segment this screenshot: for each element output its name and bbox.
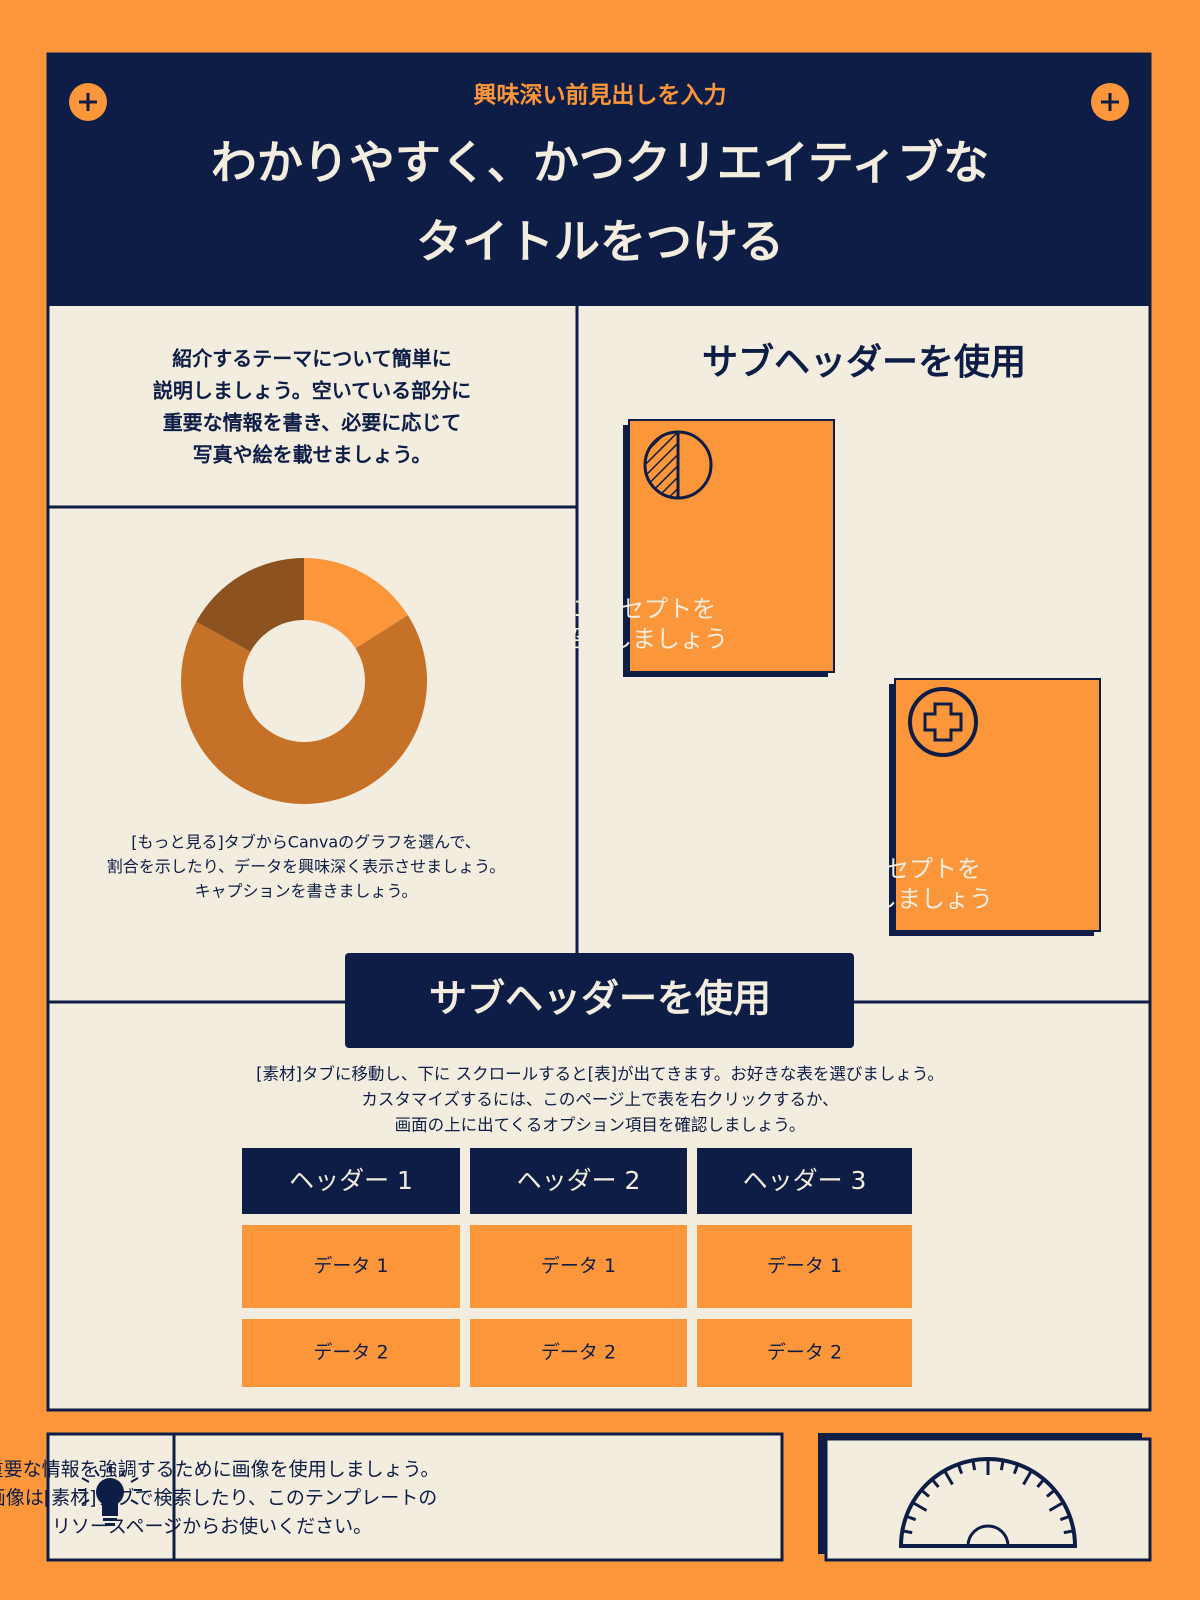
table-cell: [242, 1225, 460, 1308]
protractor-tick: [902, 1529, 913, 1535]
protractor-tick: [1048, 1501, 1065, 1512]
protractor-tick: [1012, 1463, 1020, 1475]
protractor-tick: [943, 1469, 954, 1486]
section-heading-box: [345, 953, 854, 1048]
donut-segment: [304, 558, 408, 649]
footer-text: 画像は[素材]タブで検索したり、このテンプレートの: [0, 1486, 437, 1509]
protractor-tick: [1063, 1529, 1074, 1535]
intro-text: 写真や絵を載せましょう。: [193, 443, 432, 467]
footer-text: 重要な情報を強調するために画像を使用しましょう。: [0, 1459, 439, 1481]
plus-circle-icon: [908, 687, 978, 757]
table-cell-text: データ 1: [541, 1255, 616, 1277]
table-header-cell: [697, 1148, 912, 1214]
table-header: ヘッダー 1: [289, 1166, 413, 1195]
table-cell: [470, 1225, 687, 1308]
table-cell: [242, 1319, 460, 1387]
chart-caption: キャプションを書きましょう。: [194, 882, 417, 901]
hatched-circle-icon: [643, 430, 713, 500]
card-text: 紹介しましょう: [560, 625, 728, 653]
protractor-tick: [971, 1460, 977, 1471]
protractor-tick: [930, 1478, 940, 1488]
table-header: ヘッダー 2: [517, 1166, 641, 1195]
protractor-tick: [1022, 1469, 1033, 1486]
protractor-tick: [920, 1488, 930, 1498]
protractor-tick: [905, 1514, 917, 1522]
section-text: [素材]タブに移動し、下に スクロールすると[表]が出てきます。お好きな表を選び…: [256, 1064, 944, 1084]
table-header: ヘッダー 3: [743, 1166, 867, 1195]
header-band: [48, 54, 1150, 306]
table-cell-text: データ 2: [313, 1342, 388, 1364]
section-text: カスタマイズするには、このページ上で表を右クリックするか、: [361, 1090, 838, 1109]
table-cell: [470, 1319, 687, 1387]
table-header-cell: [470, 1148, 687, 1214]
table-cell-text: データ 2: [541, 1342, 616, 1364]
protractor-tick: [911, 1501, 928, 1512]
protractor-tick: [999, 1460, 1005, 1471]
chart-caption: 割合を示したり、データを興味深く表示させましょう。: [107, 857, 505, 876]
card-text: コンセプトを: [837, 855, 981, 883]
intro-text: 説明しましょう。空いている部分に: [153, 379, 471, 403]
section-heading: サブヘッダーを使用: [429, 977, 771, 1021]
protractor-tick: [1046, 1488, 1056, 1498]
section-text: 画面の上に出てくるオプション項目を確認しましょう。: [395, 1116, 806, 1135]
lightbulb-icon: [78, 1466, 142, 1526]
title: タイトルをつける: [416, 215, 784, 269]
plus-icon: [69, 83, 1129, 121]
table-cell: [697, 1225, 912, 1308]
title: わかりやすく、かつクリエイティブな: [211, 136, 989, 190]
donut-segment: [180, 615, 427, 804]
kicker: 興味深い前見出しを入力: [474, 82, 727, 109]
intro-text: 重要な情報を書き、必要に応じて: [163, 411, 462, 435]
protractor-tick: [956, 1463, 964, 1475]
chart-caption: [もっと見る]タブからCanvaのグラフを選んで、: [131, 833, 480, 852]
table-cell-text: データ 2: [767, 1342, 842, 1364]
intro-text: 紹介するテーマについて簡単に: [172, 347, 451, 371]
table-header-cell: [242, 1148, 460, 1214]
protractor-icon: [898, 1457, 1078, 1548]
card: [894, 678, 1101, 932]
card-text: コンセプトを: [572, 595, 716, 623]
table-cell-text: データ 1: [767, 1255, 842, 1277]
donut-segment: [196, 558, 304, 652]
protractor-tick: [1036, 1478, 1046, 1488]
table-cell-text: データ 1: [313, 1255, 388, 1277]
subheading: サブヘッダーを使用: [702, 341, 1026, 383]
footer-box: [46, 1432, 784, 1562]
protractor-tick: [1059, 1514, 1071, 1522]
card-text: 紹介しましょう: [825, 885, 993, 913]
table-cell: [697, 1319, 912, 1387]
footer-text: リソースページからお使いください。: [52, 1516, 372, 1538]
